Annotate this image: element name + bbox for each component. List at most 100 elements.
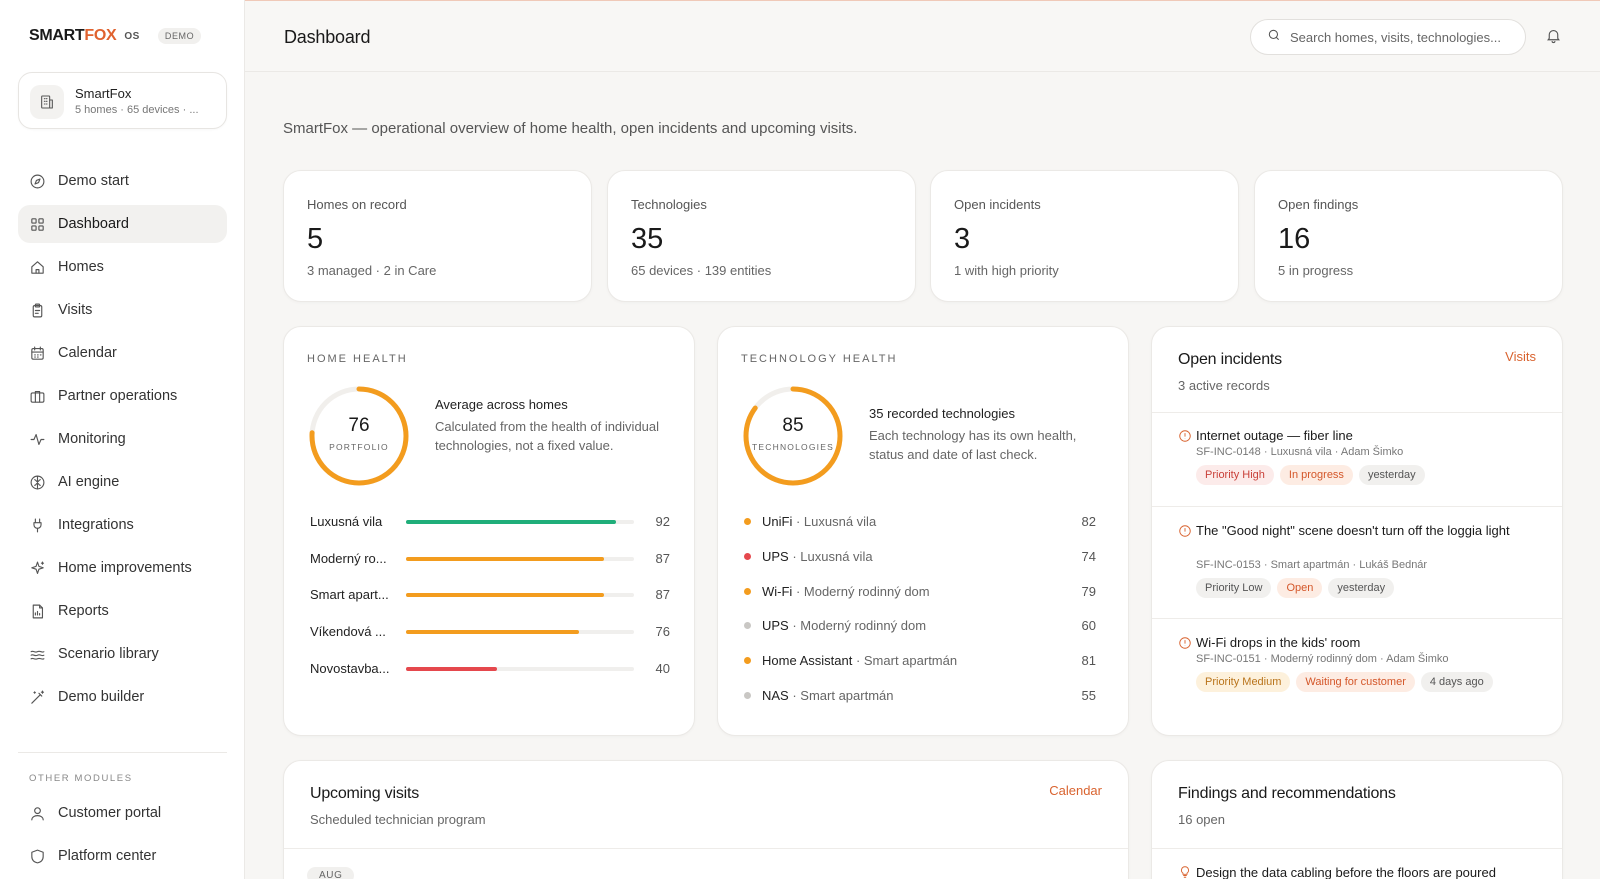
- home-health-row[interactable]: Moderný ro... 87: [310, 549, 670, 569]
- status-dot: [744, 587, 751, 595]
- incident-tag: Waiting for customer: [1296, 672, 1415, 692]
- tech-health-row[interactable]: UPS · Moderný rodinný dom 60: [744, 616, 1096, 636]
- status-dot: [744, 552, 751, 560]
- sidebar-item-label: Reports: [58, 603, 109, 619]
- sidebar-item-homes[interactable]: Homes: [18, 248, 227, 286]
- home-health-score-label: PORTFOLIO: [329, 442, 389, 452]
- tech-health-row[interactable]: UPS · Luxusná vila 74: [744, 547, 1096, 567]
- home-score: 87: [655, 587, 670, 603]
- lightbulb-icon: [1178, 865, 1192, 879]
- tech-health-row[interactable]: Home Assistant · Smart apartmán 81: [744, 651, 1096, 671]
- incident-meta: SF-INC-0153 · Smart apartmán · Lukáš Bed…: [1196, 559, 1428, 571]
- card-divider: [1152, 618, 1562, 619]
- sidebar-item-label: Partner operations: [58, 388, 178, 404]
- page-intro: SmartFox — operational overview of home …: [283, 120, 858, 137]
- home-name: Smart apart...: [310, 587, 389, 603]
- sidebar-item-label: Demo builder: [58, 689, 145, 705]
- sidebar-item-label: Demo start: [58, 173, 129, 189]
- tech-health-desc: Each technology has its own health, stat…: [869, 428, 1077, 462]
- visits-link[interactable]: Visits: [1505, 349, 1536, 364]
- status-dot: [744, 518, 751, 525]
- user-icon: [28, 804, 46, 822]
- tech-health-ring: 85 TECHNOLOGIES: [741, 384, 845, 488]
- sidebar-item-platform-center[interactable]: Platform center: [18, 837, 227, 875]
- org-switcher[interactable]: SmartFox 5 homes · 65 devices · ...: [18, 72, 227, 129]
- home-icon: [28, 258, 46, 276]
- tech-name: UPS · Luxusná vila: [762, 548, 873, 564]
- brand-os: OS: [124, 30, 140, 42]
- tech-name: UniFi · Luxusná vila: [762, 514, 877, 529]
- health-bar: [406, 666, 634, 671]
- sidebar-item-visits[interactable]: Visits: [18, 291, 227, 329]
- home-health-ring: 76 PORTFOLIO: [307, 384, 411, 488]
- other-modules-label: OTHER MODULES: [29, 773, 133, 784]
- sidebar-item-reports[interactable]: Reports: [18, 592, 227, 630]
- health-bar-fill: [406, 593, 605, 598]
- other-modules-nav: Customer portal Platform center: [18, 794, 227, 879]
- search-box[interactable]: [1250, 19, 1526, 55]
- sidebar-item-demo-start[interactable]: Demo start: [18, 162, 227, 200]
- home-health-row[interactable]: Smart apart... 87: [310, 585, 670, 605]
- home-health-row[interactable]: Víkendová ... 76: [310, 622, 670, 642]
- sidebar-item-demo-builder[interactable]: Demo builder: [18, 678, 227, 716]
- health-bar-fill: [406, 520, 616, 524]
- incident-tag: Priority High: [1196, 465, 1274, 485]
- sidebar-item-home-improvements[interactable]: Home improvements: [18, 549, 227, 587]
- health-bar-fill: [406, 556, 605, 561]
- upcoming-visits-sub: Scheduled technician program: [310, 812, 486, 827]
- demo-badge: DEMO: [157, 28, 202, 44]
- tech-health-row[interactable]: NAS · Smart apartmán 55: [744, 686, 1096, 706]
- tech-score: 74: [1081, 548, 1096, 564]
- sidebar-item-label: Homes: [58, 259, 104, 275]
- sidebar-item-label: AI engine: [58, 474, 120, 490]
- sparkles-icon: [28, 559, 46, 577]
- incident-title: The "Good night" scene doesn't turn off …: [1196, 523, 1510, 538]
- bell-icon[interactable]: [1545, 27, 1565, 47]
- search-input[interactable]: [1290, 29, 1520, 45]
- sidebar-item-customer-portal[interactable]: Customer portal: [18, 794, 227, 832]
- health-bar: [406, 520, 634, 524]
- stat-label: Technologies: [631, 197, 707, 212]
- home-health-row[interactable]: Novostavba... 40: [310, 659, 670, 679]
- stat-card-technologies[interactable]: Technologies 35 65 devices · 139 entitie…: [607, 170, 916, 302]
- sidebar: SMARTFOX OS DEMO SmartFox 5 homes · 65 d…: [0, 0, 245, 879]
- incident-tags: Priority Low Open yesterday: [1196, 578, 1395, 598]
- sidebar-item-partner-operations[interactable]: Partner operations: [18, 377, 227, 415]
- sidebar-item-integrations[interactable]: Integrations: [18, 506, 227, 544]
- home-health-label: HOME HEALTH: [307, 353, 408, 365]
- sidebar-item-label: Monitoring: [58, 431, 126, 447]
- sidebar-item-dashboard[interactable]: Dashboard: [18, 205, 227, 243]
- home-score: 40: [655, 660, 670, 676]
- sidebar-item-calendar[interactable]: Calendar: [18, 334, 227, 372]
- brand[interactable]: SMARTFOX OS DEMO: [29, 27, 202, 45]
- sidebar-item-label: Home improvements: [58, 560, 192, 576]
- health-bar: [406, 593, 634, 598]
- card-divider: [284, 848, 1128, 849]
- tech-health-row[interactable]: Wi-Fi · Moderný rodinný dom 79: [744, 582, 1096, 602]
- findings-sub: 16 open: [1178, 812, 1225, 827]
- sidebar-item-label: Calendar: [58, 345, 117, 361]
- tech-health-label: TECHNOLOGY HEALTH: [741, 353, 898, 365]
- stat-card-incidents[interactable]: Open incidents 3 1 with high priority: [930, 170, 1239, 302]
- stat-card-homes[interactable]: Homes on record 5 3 managed · 2 in Care: [283, 170, 592, 302]
- sidebar-item-monitoring[interactable]: Monitoring: [18, 420, 227, 458]
- calendar-link[interactable]: Calendar: [1049, 783, 1102, 798]
- tech-health-row[interactable]: UniFi · Luxusná vila 82: [744, 512, 1096, 532]
- card-divider: [1152, 412, 1562, 413]
- org-summary: 5 homes · 65 devices · ...: [75, 104, 199, 116]
- finding-item[interactable]: Design the data cabling before the floor…: [1196, 865, 1496, 879]
- home-health-ring-progress: [309, 386, 409, 486]
- home-health-row[interactable]: Luxusná vila 92: [310, 512, 670, 532]
- home-health-card: HOME HEALTH 76 PORTFOLIO Average across …: [283, 326, 695, 736]
- incident-tag: In progress: [1279, 465, 1353, 485]
- stat-value: 3: [954, 223, 971, 255]
- stat-card-findings[interactable]: Open findings 16 5 in progress: [1254, 170, 1563, 302]
- tech-name: NAS · Smart apartmán: [762, 688, 894, 703]
- main-nav: Demo start Dashboard Homes Visits Calendar Pa…: [18, 162, 227, 721]
- tech-name: Wi-Fi · Moderný rodinný dom: [762, 583, 930, 599]
- sidebar-item-ai-engine[interactable]: AI engine: [18, 463, 227, 501]
- tech-health-heading: 35 recorded technologies: [869, 406, 1015, 421]
- status-dot: [744, 692, 751, 699]
- tech-score: 81: [1081, 653, 1096, 669]
- sidebar-item-scenario-library[interactable]: Scenario library: [18, 635, 227, 673]
